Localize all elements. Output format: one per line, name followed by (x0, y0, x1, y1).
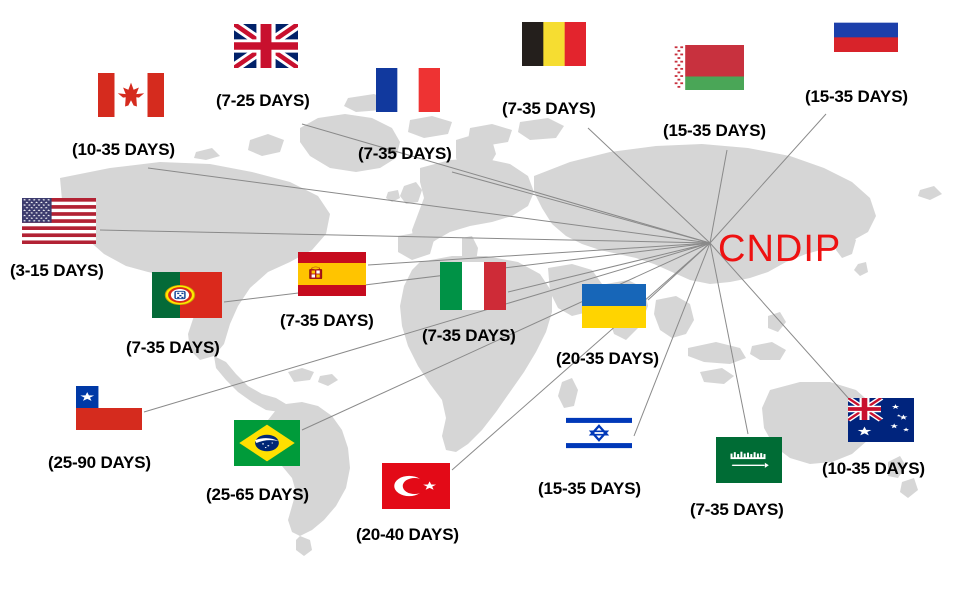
route-line (451, 171, 711, 244)
route-line (99, 229, 711, 244)
flag-uk (234, 24, 298, 68)
flag-chile (76, 386, 142, 430)
delivery-time-label: (25-90 DAYS) (48, 453, 151, 472)
delivery-time-label: (10-35 DAYS) (822, 459, 925, 478)
delivery-time-label: (7-25 DAYS) (216, 91, 310, 110)
delivery-time-label: (7-35 DAYS) (422, 326, 516, 345)
flag-portugal (152, 272, 222, 318)
route-line (143, 242, 711, 413)
delivery-time-label: (10-35 DAYS) (72, 140, 175, 159)
flag-spain (298, 252, 366, 296)
flag-brazil (234, 420, 300, 466)
delivery-time-label: (7-35 DAYS) (690, 500, 784, 519)
flag-russia (834, 8, 898, 52)
flag-belgium (522, 22, 586, 66)
route-line (301, 242, 711, 431)
delivery-time-label: (7-35 DAYS) (280, 311, 374, 330)
flag-australia (848, 398, 914, 442)
route-line (301, 123, 711, 244)
delivery-time-label: (20-35 DAYS) (556, 349, 659, 368)
delivery-time-label: (3-15 DAYS) (10, 261, 104, 280)
route-line (507, 242, 711, 293)
hub-label-cndip: CNDIP (718, 228, 842, 270)
route-line (587, 127, 711, 244)
route-line (709, 242, 851, 401)
route-line (147, 167, 711, 244)
route-line (367, 242, 711, 266)
flag-france (376, 68, 440, 112)
flag-canada (98, 73, 164, 117)
delivery-time-label: (25-65 DAYS) (206, 485, 309, 504)
route-line (709, 149, 728, 244)
delivery-time-label: (15-35 DAYS) (663, 121, 766, 140)
flag-belarus (674, 45, 744, 90)
delivery-time-label: (15-35 DAYS) (805, 87, 908, 106)
delivery-time-label: (7-35 DAYS) (358, 144, 452, 163)
route-line (451, 242, 711, 471)
delivery-time-label: (7-35 DAYS) (126, 338, 220, 357)
route-line (709, 242, 749, 435)
delivery-time-label: (15-35 DAYS) (538, 479, 641, 498)
delivery-time-label: (7-35 DAYS) (502, 99, 596, 118)
flag-turkey (382, 463, 450, 509)
route-line (709, 113, 827, 244)
flag-ukraine (582, 284, 646, 328)
route-line (633, 242, 711, 437)
delivery-time-label: (20-40 DAYS) (356, 525, 459, 544)
flag-saudi (716, 437, 782, 483)
flag-italy (440, 262, 506, 310)
flag-usa (22, 198, 96, 244)
flag-israel (566, 412, 632, 454)
